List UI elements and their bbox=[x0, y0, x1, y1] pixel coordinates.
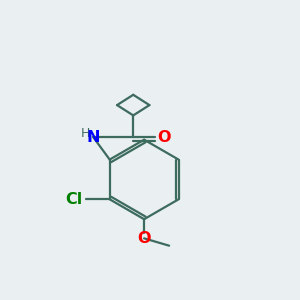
Text: O: O bbox=[137, 231, 151, 246]
Text: H: H bbox=[81, 128, 90, 140]
Text: N: N bbox=[87, 130, 100, 145]
Text: Cl: Cl bbox=[65, 192, 82, 207]
Text: O: O bbox=[157, 130, 170, 145]
